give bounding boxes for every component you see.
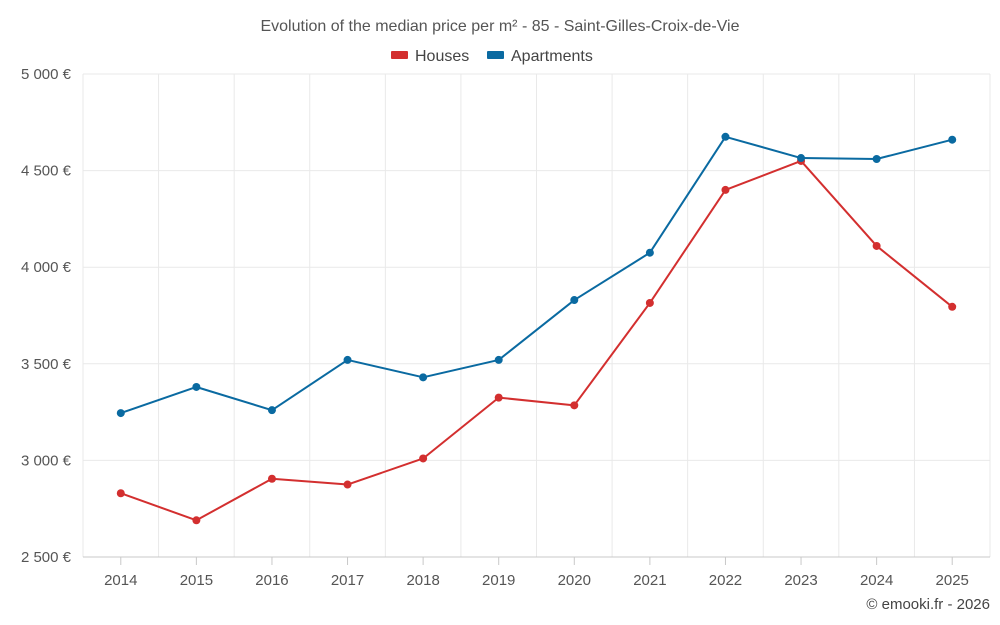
x-tick-label: 2025 bbox=[936, 572, 969, 589]
y-tick-label: 4 000 € bbox=[21, 259, 72, 276]
data-point-apartments[interactable] bbox=[192, 382, 201, 391]
data-point-houses[interactable] bbox=[419, 454, 428, 463]
x-tick-label: 2024 bbox=[860, 572, 893, 589]
series-layer bbox=[116, 132, 957, 525]
x-tick-label: 2021 bbox=[633, 572, 666, 589]
series-line-apartments bbox=[120, 135, 953, 415]
data-point-apartments[interactable] bbox=[797, 154, 806, 163]
y-tick-label: 5 000 € bbox=[21, 66, 72, 83]
data-point-apartments[interactable] bbox=[419, 373, 428, 382]
data-point-apartments[interactable] bbox=[116, 409, 125, 418]
series-line-houses bbox=[120, 159, 953, 522]
legend-swatch bbox=[391, 51, 408, 59]
y-tick-label: 4 500 € bbox=[21, 163, 72, 180]
data-point-houses[interactable] bbox=[872, 241, 881, 250]
y-tick-label: 2 500 € bbox=[21, 549, 72, 566]
legend-label: Apartments bbox=[511, 48, 593, 65]
data-point-apartments[interactable] bbox=[721, 132, 730, 141]
data-point-apartments[interactable] bbox=[343, 355, 352, 364]
x-tick-label: 2015 bbox=[180, 572, 213, 589]
axes: 2 500 € 3 000 € 3 500 € 4 000 € 4 500 € 5 000… bbox=[21, 66, 990, 589]
x-tick-label: 2023 bbox=[784, 572, 817, 589]
data-point-houses[interactable] bbox=[494, 393, 503, 402]
data-point-houses[interactable] bbox=[645, 298, 654, 307]
legend-swatch bbox=[487, 51, 504, 59]
data-point-houses[interactable] bbox=[116, 489, 125, 498]
data-point-apartments[interactable] bbox=[570, 296, 579, 305]
data-point-houses[interactable] bbox=[570, 401, 579, 410]
credit-text: © emooki.fr - 2026 bbox=[866, 596, 990, 613]
x-tick-label: 2020 bbox=[558, 572, 591, 589]
data-point-houses[interactable] bbox=[948, 302, 957, 311]
chart-title: Evolution of the median price per m² - 8… bbox=[260, 18, 739, 35]
data-point-apartments[interactable] bbox=[948, 135, 957, 144]
data-point-apartments[interactable] bbox=[494, 355, 503, 364]
legend-label: Houses bbox=[415, 48, 469, 65]
y-tick-label: 3 500 € bbox=[21, 356, 72, 373]
x-tick-label: 2016 bbox=[255, 572, 288, 589]
legend-item-houses[interactable]: Houses bbox=[391, 48, 469, 65]
data-point-houses[interactable] bbox=[267, 474, 276, 483]
data-point-houses[interactable] bbox=[721, 185, 730, 194]
data-point-apartments[interactable] bbox=[267, 406, 276, 415]
data-point-houses[interactable] bbox=[343, 480, 352, 489]
legend: Houses Apartments bbox=[391, 48, 593, 65]
grid bbox=[82, 73, 991, 557]
legend-item-apartments[interactable]: Apartments bbox=[487, 48, 593, 65]
data-point-apartments[interactable] bbox=[645, 248, 654, 257]
x-tick-label: 2014 bbox=[104, 572, 137, 589]
x-tick-label: 2017 bbox=[331, 572, 364, 589]
data-point-houses[interactable] bbox=[192, 516, 201, 525]
x-tick-label: 2019 bbox=[482, 572, 515, 589]
x-tick-label: 2018 bbox=[406, 572, 439, 589]
data-point-apartments[interactable] bbox=[872, 155, 881, 164]
y-tick-label: 3 000 € bbox=[21, 452, 72, 469]
x-tick-label: 2022 bbox=[709, 572, 742, 589]
